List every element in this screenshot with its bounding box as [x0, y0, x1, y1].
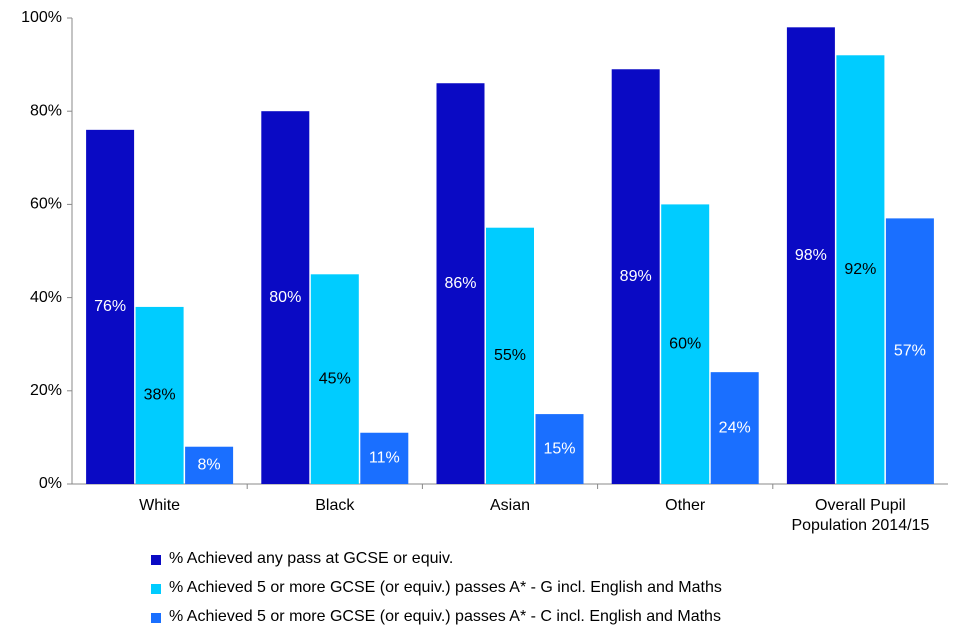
bar — [135, 306, 184, 484]
value-label: 86% — [444, 275, 476, 292]
bar — [535, 414, 584, 484]
value-label: 24% — [719, 419, 751, 436]
x-tick-label: Asian — [489, 497, 531, 514]
bar — [185, 446, 234, 484]
value-label: 89% — [620, 268, 652, 285]
y-tick-label: 0% — [39, 475, 62, 492]
value-label: 76% — [94, 298, 126, 315]
value-label: 60% — [669, 335, 701, 352]
y-tick-label: 40% — [30, 289, 62, 306]
bar — [261, 111, 310, 484]
bar — [611, 69, 660, 484]
bar — [885, 218, 934, 484]
legend-swatch — [151, 584, 161, 594]
value-label: 92% — [844, 261, 876, 278]
bar — [710, 372, 759, 484]
value-label: 11% — [369, 450, 400, 467]
legend-swatch — [151, 613, 161, 623]
y-tick-label: 80% — [30, 102, 62, 119]
value-label: 8% — [198, 457, 221, 474]
bar — [86, 129, 135, 484]
value-label: 55% — [494, 347, 526, 364]
value-label: 57% — [894, 342, 926, 359]
bar — [310, 274, 359, 484]
legend-label: % Achieved 5 or more GCSE (or equiv.) pa… — [169, 579, 722, 596]
x-tick-label: Black — [315, 497, 355, 514]
value-label: 98% — [795, 247, 827, 264]
y-tick-label: 20% — [30, 382, 62, 399]
bar — [836, 55, 885, 484]
legend-label: % Achieved any pass at GCSE or equiv. — [169, 550, 454, 567]
value-label: 45% — [319, 370, 351, 387]
legend-swatch — [151, 555, 161, 565]
x-tick-label: Overall Pupil Population 2014/15 — [791, 497, 930, 534]
x-tick-label: White — [139, 497, 181, 514]
bar — [486, 227, 534, 484]
bar — [661, 204, 710, 484]
legend-label: % Achieved 5 or more GCSE (or equiv.) pa… — [169, 608, 721, 625]
value-label: 80% — [269, 289, 301, 306]
x-tick-label: Other — [665, 497, 706, 514]
bar — [360, 432, 409, 484]
y-tick-label: 100% — [21, 9, 62, 26]
y-tick-label: 60% — [30, 196, 62, 213]
value-label: 38% — [144, 387, 176, 404]
value-label: 15% — [543, 440, 575, 457]
bar — [436, 83, 485, 485]
bar — [786, 27, 835, 484]
